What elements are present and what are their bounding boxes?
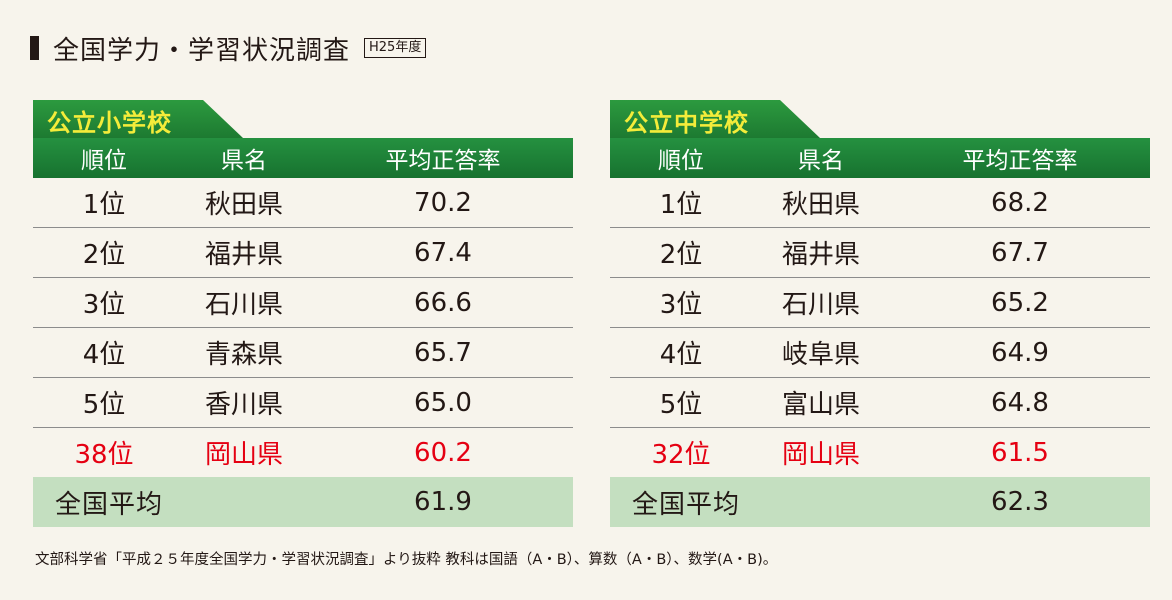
year-badge: H25年度 [364, 38, 427, 58]
average-value: 61.9 [414, 487, 472, 517]
national-average-row: 全国平均 62.3 [610, 477, 1150, 527]
rank-cell: 5位 [82, 390, 126, 420]
rate-cell: 65.7 [414, 337, 472, 368]
rank-cell: 3位 [659, 290, 703, 320]
header-rate: 平均正答率 [385, 148, 501, 174]
rank-cell: 4位 [82, 340, 126, 370]
average-label: 全国平均 [55, 489, 164, 520]
elementary-tab: 公立小学校 [33, 100, 243, 138]
junior-high-tab-label: 公立中学校 [624, 109, 749, 137]
rate-cell: 64.9 [991, 337, 1049, 368]
title-marker [30, 36, 39, 60]
prefecture-cell: 岐阜県 [781, 340, 860, 370]
table-row: 1位 秋田県 70.2 [33, 178, 573, 228]
rank-cell: 38位 [74, 440, 134, 470]
table-header: 順位 県名 平均正答率 [33, 138, 573, 178]
title-row: 全国学力・学習状況調査 H25年度 [30, 30, 427, 66]
rank-cell: 32位 [651, 440, 711, 470]
prefecture-cell: 香川県 [204, 390, 283, 420]
rate-cell: 68.2 [991, 187, 1049, 218]
table-row: 4位 青森県 65.7 [33, 328, 573, 378]
average-value: 62.3 [991, 487, 1049, 517]
rank-cell: 5位 [659, 390, 703, 420]
rank-cell: 1位 [659, 190, 703, 220]
header-rate: 平均正答率 [962, 148, 1078, 174]
rate-cell: 65.0 [414, 387, 472, 418]
rate-cell: 65.2 [991, 287, 1049, 318]
header-prefecture: 県名 [798, 148, 844, 174]
table-header: 順位 県名 平均正答率 [610, 138, 1150, 178]
junior-high-tab: 公立中学校 [610, 100, 820, 138]
highlight-row: 38位 岡山県 60.2 [33, 428, 573, 477]
average-label: 全国平均 [632, 489, 741, 520]
rank-cell: 2位 [659, 240, 703, 270]
prefecture-cell: 青森県 [204, 340, 283, 370]
header-rank: 順位 [81, 148, 127, 174]
header-prefecture: 県名 [221, 148, 267, 174]
table-row: 3位 石川県 66.6 [33, 278, 573, 328]
prefecture-cell: 福井県 [781, 240, 860, 270]
prefecture-cell: 秋田県 [781, 190, 860, 220]
table-row: 3位 石川県 65.2 [610, 278, 1150, 328]
table-row: 2位 福井県 67.4 [33, 228, 573, 278]
rate-cell: 67.7 [991, 237, 1049, 268]
prefecture-cell: 福井県 [204, 240, 283, 270]
prefecture-cell: 富山県 [781, 390, 860, 420]
elementary-tab-label: 公立小学校 [47, 109, 172, 137]
table-row: 1位 秋田県 68.2 [610, 178, 1150, 228]
prefecture-cell: 石川県 [781, 290, 860, 320]
elementary-table: 公立小学校 順位 県名 平均正答率 1位 秋田県 70.2 2位 福井県 67.… [33, 100, 573, 527]
rank-cell: 1位 [82, 190, 126, 220]
rate-cell: 60.2 [414, 437, 472, 468]
national-average-row: 全国平均 61.9 [33, 477, 573, 527]
rate-cell: 61.5 [991, 437, 1049, 468]
prefecture-cell: 岡山県 [204, 440, 283, 470]
table-row: 2位 福井県 67.7 [610, 228, 1150, 278]
page-title: 全国学力・学習状況調査 [53, 35, 351, 66]
table-row: 5位 香川県 65.0 [33, 378, 573, 428]
header-rank: 順位 [658, 148, 704, 174]
source-footnote: 文部科学省「平成２５年度全国学力・学習状況調査」より抜粋 教科は国語（A・B）、… [35, 552, 778, 568]
table-row: 5位 富山県 64.8 [610, 378, 1150, 428]
rate-cell: 64.8 [991, 387, 1049, 418]
prefecture-cell: 秋田県 [204, 190, 283, 220]
rank-cell: 4位 [659, 340, 703, 370]
junior-high-table: 公立中学校 順位 県名 平均正答率 1位 秋田県 68.2 2位 福井県 67.… [610, 100, 1150, 527]
rank-cell: 2位 [82, 240, 126, 270]
rate-cell: 67.4 [414, 237, 472, 268]
rank-cell: 3位 [82, 290, 126, 320]
prefecture-cell: 岡山県 [781, 440, 860, 470]
highlight-row: 32位 岡山県 61.5 [610, 428, 1150, 477]
rate-cell: 66.6 [414, 287, 472, 318]
prefecture-cell: 石川県 [204, 290, 283, 320]
table-row: 4位 岐阜県 64.9 [610, 328, 1150, 378]
rate-cell: 70.2 [414, 187, 472, 218]
